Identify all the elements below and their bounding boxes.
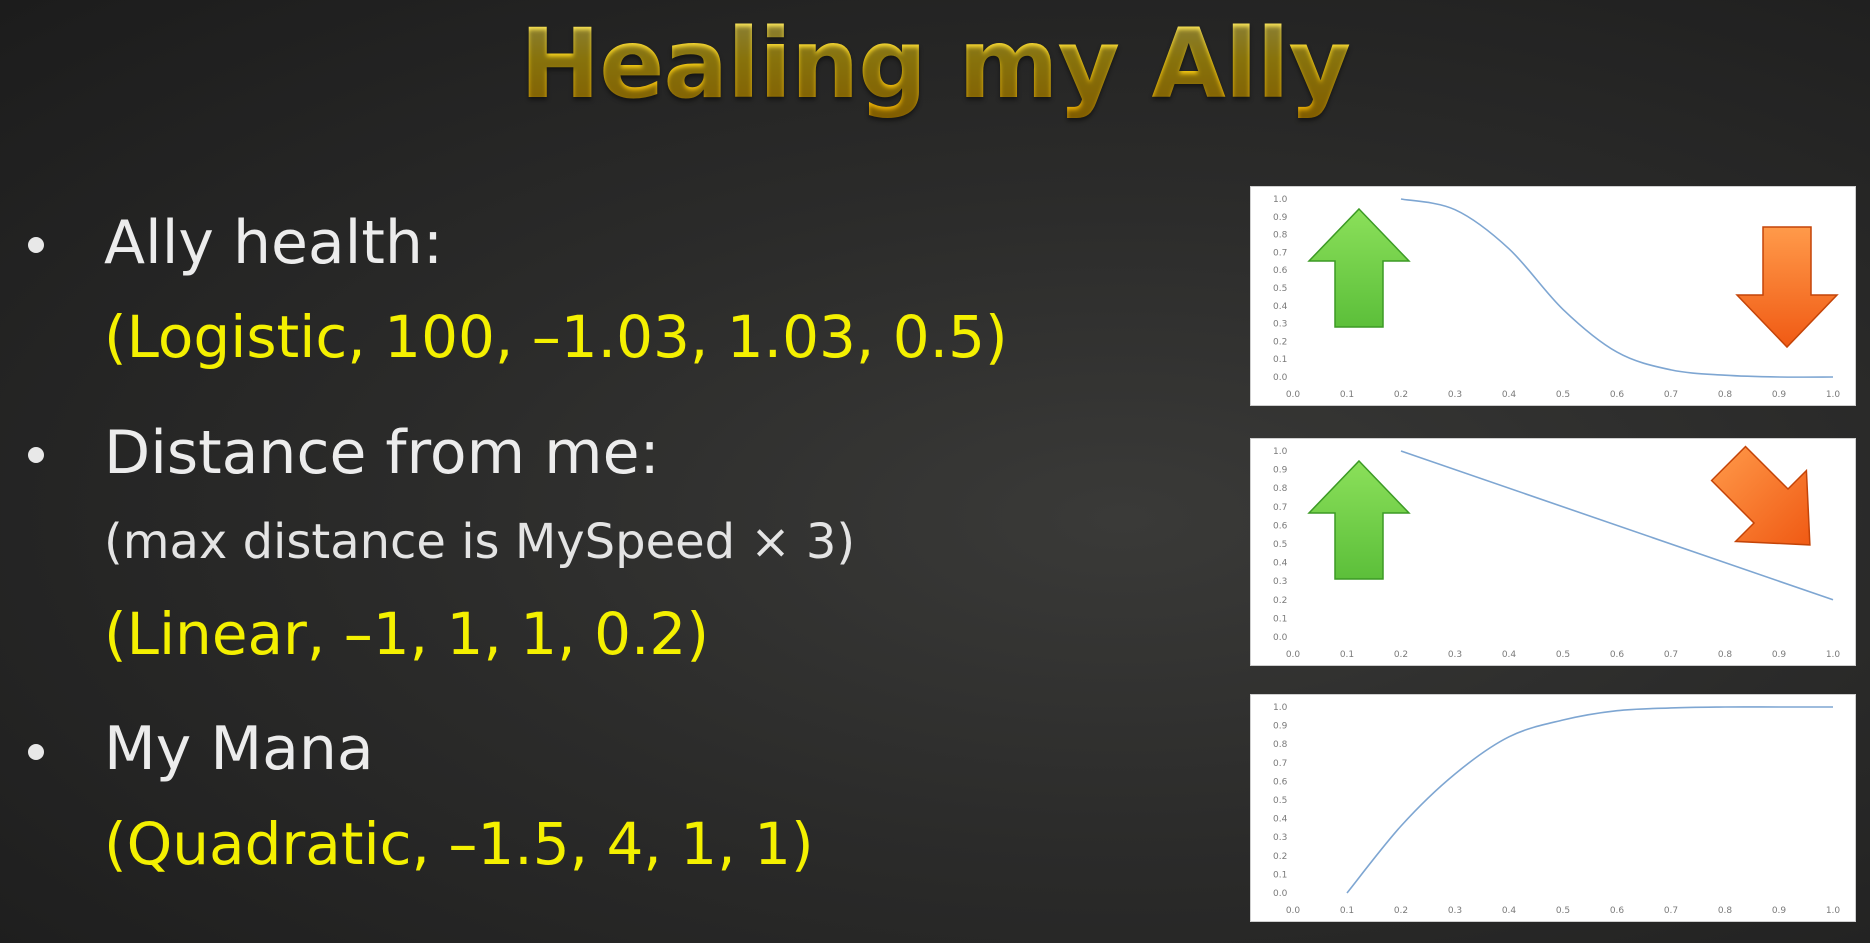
y-tick-label: 0.3 xyxy=(1273,577,1287,587)
y-tick-label: 0.1 xyxy=(1273,614,1287,624)
series-line xyxy=(1400,450,1834,601)
x-tick-label: 0.2 xyxy=(1394,390,1408,400)
y-tick-label: 0.9 xyxy=(1273,213,1288,223)
x-tick-label: 0.3 xyxy=(1448,650,1462,660)
y-tick-label: 0.7 xyxy=(1273,248,1287,258)
bullet-params-mana: (Quadratic, –1.5, 4, 1, 1) xyxy=(104,810,814,878)
y-tick-label: 1.0 xyxy=(1273,195,1288,205)
y-tick-label: 0.8 xyxy=(1273,740,1288,750)
x-tick-label: 0.7 xyxy=(1664,390,1678,400)
bullet-params-ally-health: (Logistic, 100, –1.03, 1.03, 0.5) xyxy=(104,303,1008,371)
x-tick-label: 0.8 xyxy=(1718,390,1733,400)
x-tick-label: 0.2 xyxy=(1394,906,1408,916)
chart-svg: 0.0 0.1 0.2 0.3 0.4 0.5 0.6 0.7 0.8 0.9 1.0 0.0 0.1 0… xyxy=(1273,703,1841,916)
y-tick-label: 0.5 xyxy=(1273,284,1287,294)
y-tick-label: 0.1 xyxy=(1273,355,1287,365)
bullet-dot xyxy=(28,447,44,463)
y-tick-label: 0.8 xyxy=(1273,231,1288,241)
x-tick-label: 0.4 xyxy=(1502,390,1517,400)
y-tick-label: 0.7 xyxy=(1273,503,1287,513)
x-tick-label: 0.9 xyxy=(1772,390,1787,400)
x-tick-label: 0.5 xyxy=(1556,390,1570,400)
x-tick-label: 0.1 xyxy=(1340,390,1354,400)
y-tick-label: 0.0 xyxy=(1273,373,1288,383)
y-tick-label: 0.2 xyxy=(1273,596,1287,606)
series-line xyxy=(1400,198,1834,378)
x-tick-label: 0.3 xyxy=(1448,390,1462,400)
bullet-heading-distance: Distance from me: xyxy=(104,418,660,488)
y-tick-label: 0.5 xyxy=(1273,796,1287,806)
x-tick-label: 0.9 xyxy=(1772,906,1787,916)
x-tick-label: 0.0 xyxy=(1286,390,1301,400)
x-tick-label: 0.2 xyxy=(1394,650,1408,660)
y-tick-label: 0.6 xyxy=(1273,266,1288,276)
x-tick-label: 0.3 xyxy=(1448,906,1462,916)
y-tick-label: 0.6 xyxy=(1273,521,1288,531)
y-tick-label: 0.1 xyxy=(1273,870,1287,880)
x-tick-label: 0.4 xyxy=(1502,650,1517,660)
x-tick-label: 0.6 xyxy=(1610,390,1625,400)
x-tick-label: 0.7 xyxy=(1664,650,1678,660)
arrow-up-icon xyxy=(1307,207,1411,328)
y-tick-label: 0.2 xyxy=(1273,852,1287,862)
bullet-dot xyxy=(28,237,44,253)
series-line xyxy=(1346,706,1833,894)
arrow-up-icon xyxy=(1307,459,1411,580)
chart-svg: 0.0 0.1 0.2 0.3 0.4 0.5 0.6 0.7 0.8 0.9 1.0 0.0 0.1 0… xyxy=(1273,445,1841,660)
x-tick-label: 0.0 xyxy=(1286,650,1301,660)
y-tick-label: 0.4 xyxy=(1273,302,1288,312)
y-tick-label: 0.9 xyxy=(1273,722,1288,732)
bullet-heading-ally-health: Ally health: xyxy=(104,208,444,278)
x-tick-label: 0.6 xyxy=(1610,650,1625,660)
x-tick-label: 0.4 xyxy=(1502,906,1517,916)
y-tick-label: 0.5 xyxy=(1273,540,1287,550)
y-tick-label: 0.0 xyxy=(1273,889,1288,899)
page-title: Healing my Ally xyxy=(0,8,1870,120)
chart-mana: 0.0 0.1 0.2 0.3 0.4 0.5 0.6 0.7 0.8 0.9 1.0 0.0 0.1 0… xyxy=(1250,694,1856,922)
chart-distance: 0.0 0.1 0.2 0.3 0.4 0.5 0.6 0.7 0.8 0.9 1.0 0.0 0.1 0… xyxy=(1250,438,1856,666)
x-tick-label: 0.8 xyxy=(1718,906,1733,916)
x-tick-label: 0.1 xyxy=(1340,650,1354,660)
y-tick-label: 0.0 xyxy=(1273,633,1288,643)
bullet-note-distance: (max distance is MySpeed × 3) xyxy=(104,514,856,570)
y-tick-label: 0.7 xyxy=(1273,759,1287,769)
y-tick-label: 0.8 xyxy=(1273,484,1288,494)
arrow-down-right-icon xyxy=(1710,445,1811,546)
chart-svg: 0.0 0.1 0.2 0.3 0.4 0.5 0.6 0.7 0.8 0.9 1.0 0.0 0.1 0… xyxy=(1273,195,1841,400)
x-tick-label: 1.0 xyxy=(1826,650,1841,660)
arrow-down-icon xyxy=(1735,226,1839,349)
y-tick-label: 1.0 xyxy=(1273,703,1288,713)
bullet-heading-mana: My Mana xyxy=(104,714,374,784)
y-tick-label: 0.4 xyxy=(1273,559,1288,569)
x-tick-label: 0.8 xyxy=(1718,650,1733,660)
y-tick-label: 0.6 xyxy=(1273,777,1288,787)
y-tick-label: 0.3 xyxy=(1273,320,1287,330)
x-tick-label: 0.9 xyxy=(1772,650,1787,660)
x-tick-label: 0.7 xyxy=(1664,906,1678,916)
x-tick-label: 1.0 xyxy=(1826,906,1841,916)
y-tick-label: 0.3 xyxy=(1273,833,1287,843)
bullet-list: Ally health: (Logistic, 100, –1.03, 1.03… xyxy=(28,208,1008,878)
y-tick-label: 1.0 xyxy=(1273,447,1288,457)
y-tick-label: 0.9 xyxy=(1273,466,1288,476)
x-tick-label: 1.0 xyxy=(1826,390,1841,400)
y-tick-label: 0.4 xyxy=(1273,815,1288,825)
bullet-params-distance: (Linear, –1, 1, 1, 0.2) xyxy=(104,600,709,668)
x-tick-label: 0.6 xyxy=(1610,906,1625,916)
x-tick-label: 0.1 xyxy=(1340,906,1354,916)
y-tick-label: 0.2 xyxy=(1273,337,1287,347)
bullet-dot xyxy=(28,744,44,760)
x-tick-label: 0.5 xyxy=(1556,906,1570,916)
x-tick-label: 0.0 xyxy=(1286,906,1301,916)
x-tick-label: 0.5 xyxy=(1556,650,1570,660)
chart-ally-health: 0.0 0.1 0.2 0.3 0.4 0.5 0.6 0.7 0.8 0.9 1.0 0.0 0.1 0… xyxy=(1250,186,1856,406)
